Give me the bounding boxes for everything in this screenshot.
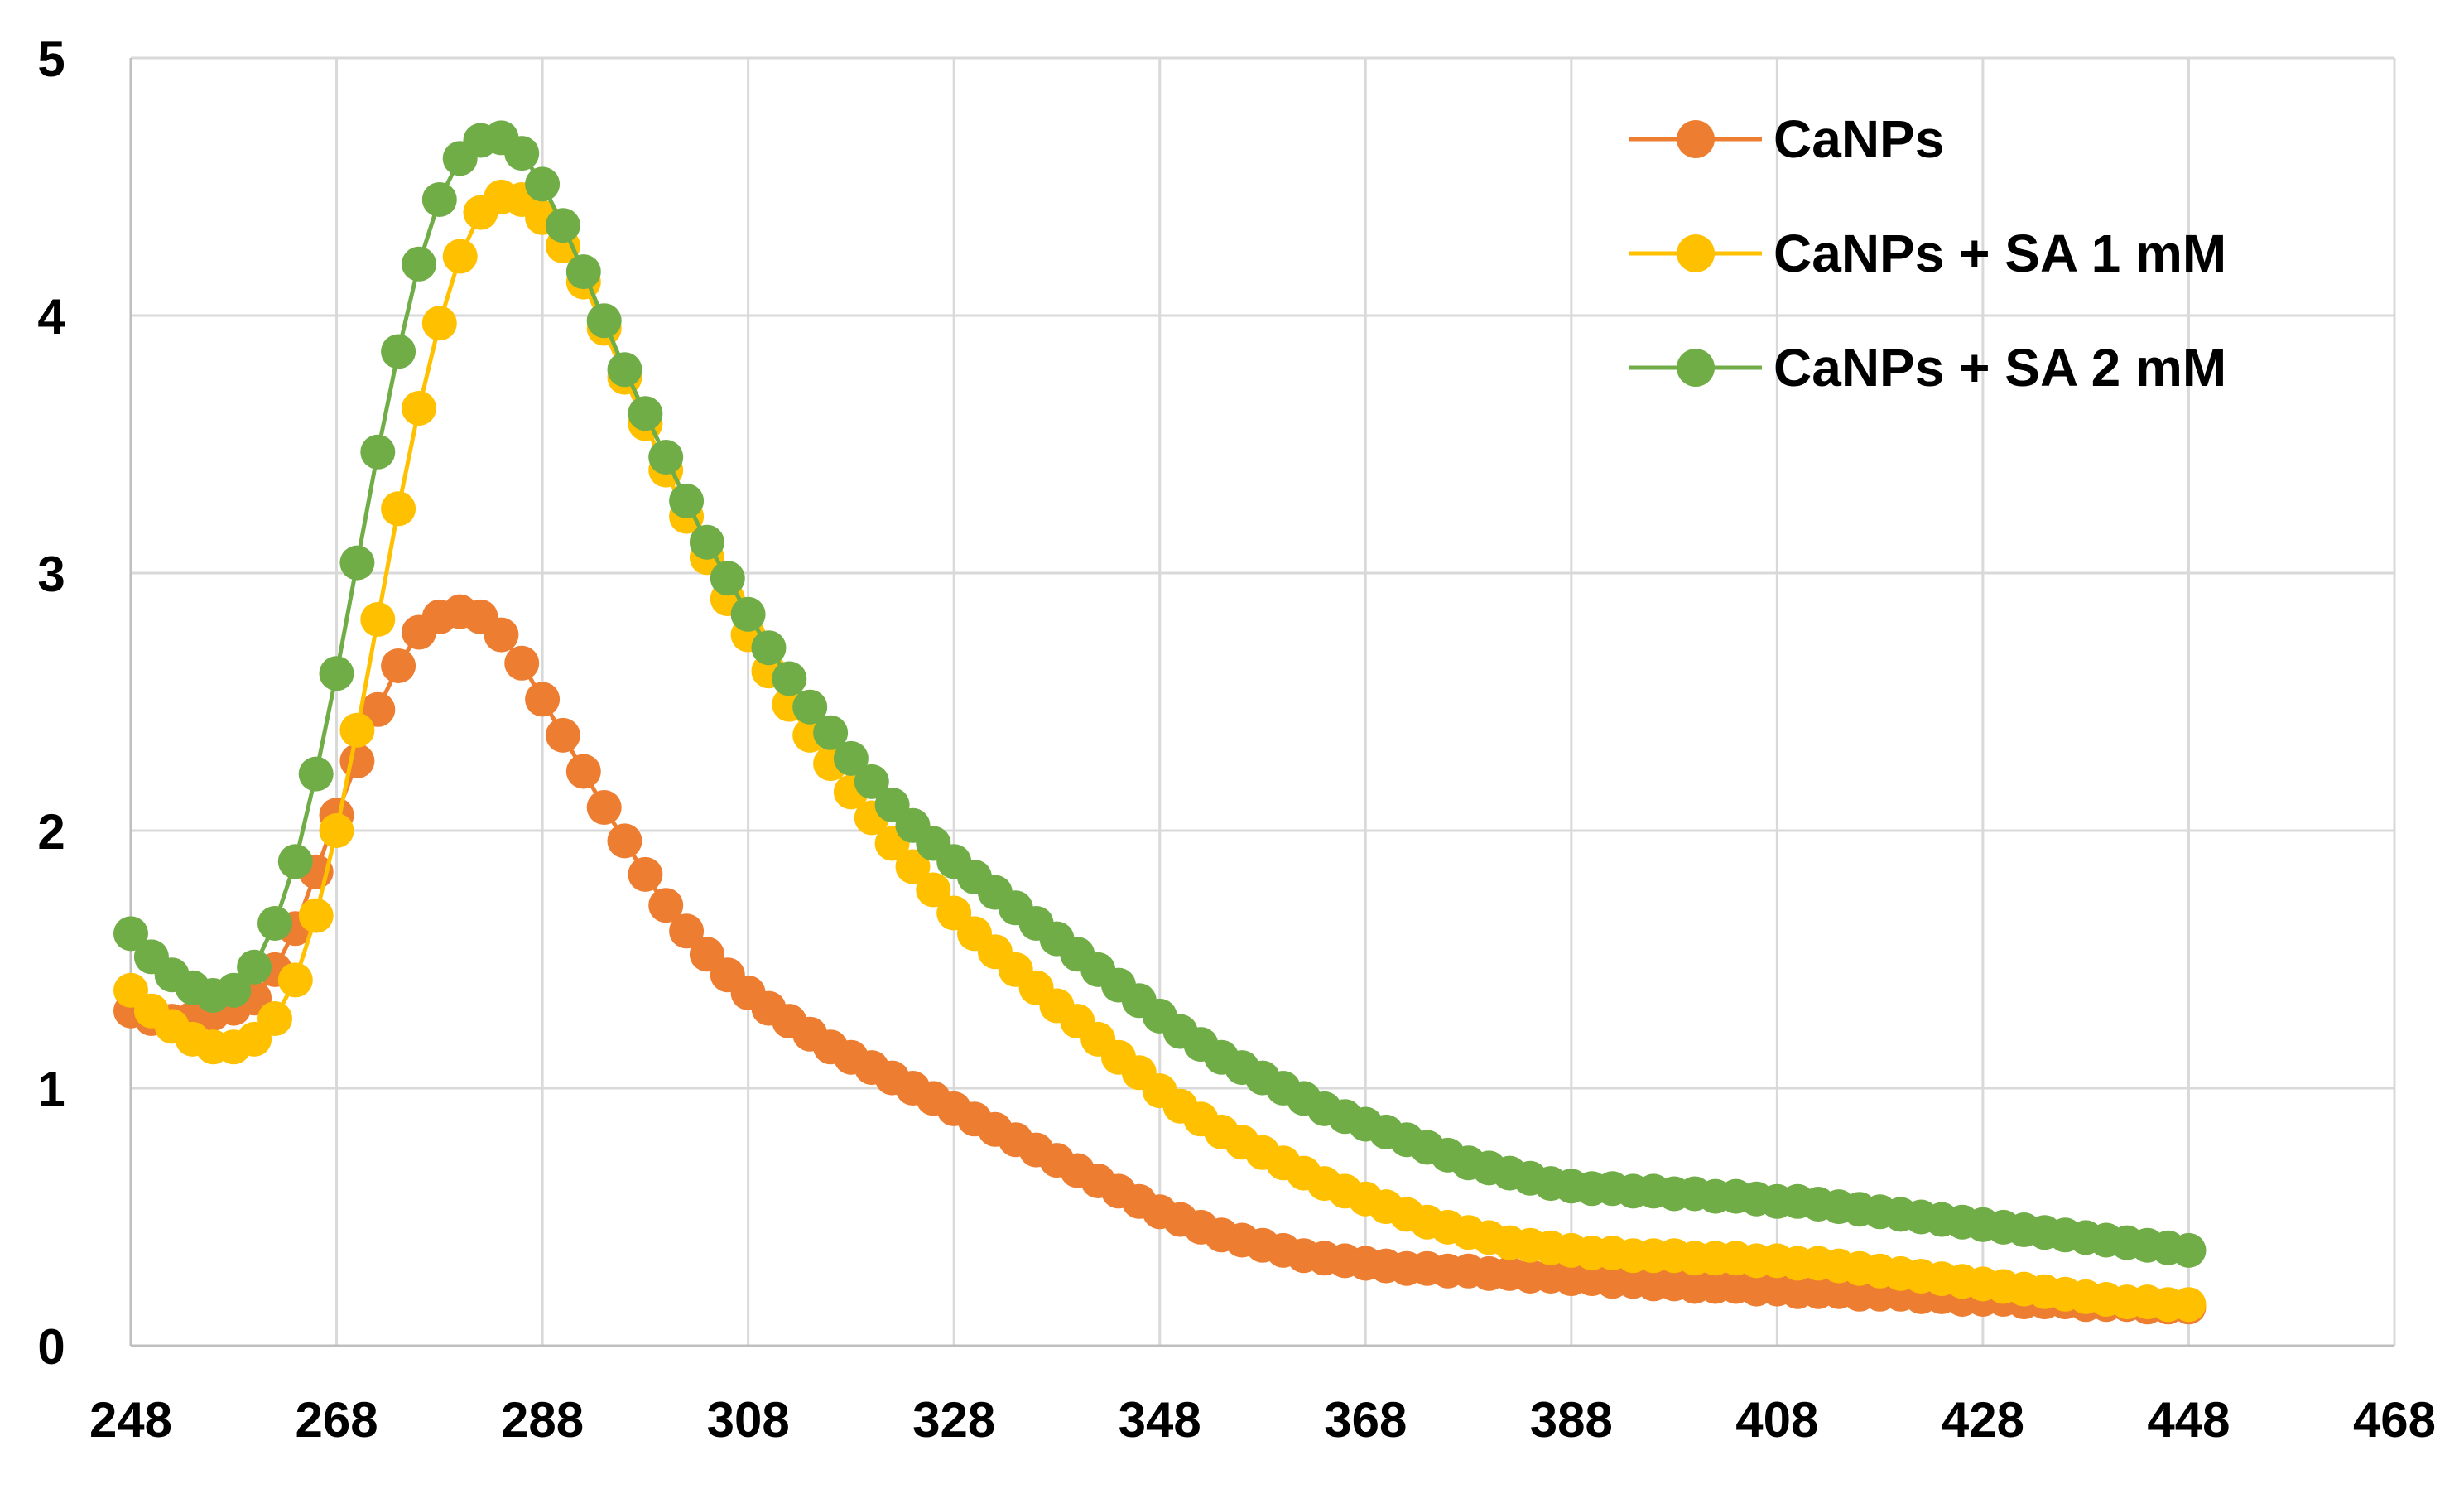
data-point (833, 740, 869, 776)
series-group (113, 120, 2207, 1325)
data-point (402, 246, 436, 282)
data-point (669, 913, 705, 949)
x-tick-label: 448 (2147, 1392, 2230, 1448)
data-point (2171, 1232, 2207, 1268)
data-point (504, 136, 540, 171)
data-point (854, 764, 889, 799)
data-point (792, 689, 828, 725)
data-point (421, 182, 457, 217)
data-point (360, 602, 396, 637)
y-tick-label: 5 (37, 31, 65, 87)
data-point (916, 872, 951, 908)
data-point (525, 682, 561, 717)
x-tick-label: 368 (1324, 1392, 1407, 1448)
data-point (339, 712, 375, 748)
data-point (772, 661, 807, 696)
data-point (710, 561, 745, 596)
data-point (277, 962, 313, 998)
x-tick-label: 388 (1530, 1392, 1613, 1448)
data-point (895, 849, 931, 884)
x-tick-label: 468 (2353, 1392, 2436, 1448)
data-point (2171, 1287, 2207, 1323)
x-tick-label: 328 (912, 1392, 995, 1448)
x-tick-label: 268 (295, 1392, 378, 1448)
data-point (545, 208, 580, 243)
data-point (402, 391, 436, 426)
x-tick-label: 308 (707, 1392, 790, 1448)
data-point (648, 888, 684, 923)
data-point (484, 617, 519, 653)
data-point (339, 545, 375, 581)
data-point (421, 306, 457, 341)
y-tick-label: 0 (37, 1319, 65, 1375)
gridlines (131, 56, 2396, 1346)
data-point (319, 813, 354, 848)
data-point (628, 396, 663, 431)
data-point (607, 823, 642, 859)
y-tick-label: 1 (37, 1062, 65, 1117)
axes (129, 58, 2394, 1347)
x-tick-label: 428 (1942, 1392, 2024, 1448)
data-point (339, 744, 375, 778)
data-point (730, 596, 766, 632)
legend-marker (1677, 120, 1715, 158)
data-point (628, 856, 663, 892)
data-point (381, 491, 416, 527)
data-point (257, 1001, 292, 1036)
x-tick-label: 288 (501, 1392, 584, 1448)
data-point (113, 916, 148, 952)
legend-label: CaNPs + SA 2 mM (1773, 338, 2226, 398)
data-point (442, 239, 478, 274)
data-point (319, 656, 354, 691)
y-tick-label: 2 (37, 804, 65, 860)
data-point (525, 166, 561, 202)
legend-marker (1677, 234, 1715, 272)
legend: CaNPs CaNPs + SA 1 mM CaNPs + SA 2 mM (1629, 109, 2226, 398)
data-point (669, 483, 705, 518)
data-point (216, 972, 252, 1008)
legend-marker (1677, 349, 1715, 387)
x-tick-label: 408 (1735, 1392, 1818, 1448)
data-point (381, 648, 416, 683)
legend-label: CaNPs + SA 1 mM (1773, 224, 2226, 283)
data-point (586, 790, 622, 825)
data-point (360, 434, 396, 470)
tick-labels: 248 268 288 308 328 348 368 388 408 428 448 468 0 1 2 3… (37, 31, 2436, 1448)
legend-item-3: CaNPs + SA 2 mM (1629, 338, 2226, 398)
legend-item-2: CaNPs + SA 1 mM (1629, 224, 2226, 283)
series-3 (113, 120, 2207, 1268)
x-tick-label: 248 (89, 1392, 172, 1448)
data-point (545, 717, 580, 753)
y-tick-label: 4 (37, 289, 65, 345)
x-tick-label: 348 (1119, 1392, 1201, 1448)
data-point (689, 524, 724, 560)
data-point (565, 254, 601, 290)
data-point (565, 754, 601, 789)
data-point (298, 756, 334, 792)
data-point (586, 303, 622, 339)
y-tick-label: 3 (37, 547, 65, 602)
data-point (277, 844, 313, 879)
data-point (298, 898, 334, 933)
data-point (648, 440, 684, 475)
data-point (257, 906, 292, 941)
data-point (381, 334, 416, 369)
data-point (504, 645, 540, 681)
data-point (607, 352, 642, 388)
legend-label: CaNPs (1773, 109, 1944, 169)
data-point (751, 630, 787, 666)
legend-item-1: CaNPs (1629, 109, 1944, 169)
data-point (237, 949, 272, 985)
data-point (813, 715, 849, 750)
